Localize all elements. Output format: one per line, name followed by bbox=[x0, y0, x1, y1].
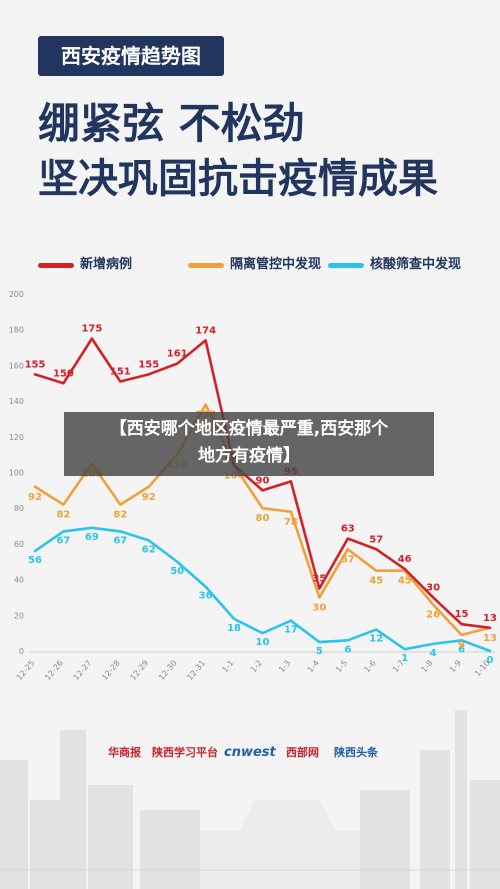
x-tick-label: 12-28 bbox=[100, 659, 122, 680]
data-label: 46 bbox=[398, 554, 412, 565]
legend-label: 核酸筛查中发现 bbox=[370, 257, 462, 272]
data-label: 69 bbox=[85, 532, 99, 543]
data-label: 9 bbox=[458, 640, 465, 651]
x-tick-label: 1-6 bbox=[362, 659, 377, 675]
data-label: 50 bbox=[170, 566, 184, 577]
legend-swatch-orange bbox=[188, 263, 224, 268]
headline-line1: 绷紧弦 不松劲 bbox=[38, 99, 305, 148]
y-tick-label: 60 bbox=[14, 540, 24, 549]
legend-label: 新增病例 bbox=[80, 257, 133, 272]
y-tick-label: 160 bbox=[9, 361, 24, 370]
data-label: 174 bbox=[195, 325, 216, 336]
x-tick-label: 12-26 bbox=[43, 659, 65, 680]
data-label: 13 bbox=[483, 613, 497, 624]
x-tick-label: 1-9 bbox=[448, 659, 463, 675]
data-label: 82 bbox=[113, 510, 127, 521]
y-tick-label: 40 bbox=[14, 576, 24, 585]
data-label: 57 bbox=[341, 554, 355, 565]
data-label: 4 bbox=[430, 648, 437, 659]
title-tag-text: 西安疫情趋势图 bbox=[61, 44, 201, 68]
x-tick-label: 1-8 bbox=[419, 659, 434, 675]
data-label: 13 bbox=[483, 633, 497, 644]
data-label: 67 bbox=[56, 535, 70, 546]
data-label: 57 bbox=[369, 534, 383, 545]
logo-shaanxi-toutiao: 陕西头条 bbox=[334, 746, 378, 759]
data-label: 17 bbox=[284, 625, 298, 636]
data-label: 80 bbox=[256, 513, 270, 524]
data-label: 10 bbox=[256, 637, 270, 648]
logo-shaanxi-study: 陕西学习平台 bbox=[152, 746, 218, 759]
x-tick-label: 12-31 bbox=[185, 659, 207, 680]
data-label: 90 bbox=[256, 475, 270, 486]
data-label: 151 bbox=[110, 366, 131, 377]
data-label: 82 bbox=[56, 510, 70, 521]
data-label: 26 bbox=[426, 610, 440, 621]
headline-line2: 坚决巩固抗击疫情成果 bbox=[38, 156, 438, 202]
data-label: 92 bbox=[142, 492, 156, 503]
x-tick-label: 12-27 bbox=[72, 659, 94, 680]
data-label: 67 bbox=[113, 535, 127, 546]
x-tick-label: 1-5 bbox=[334, 659, 349, 675]
y-tick-label: 0 bbox=[19, 647, 24, 656]
data-label: 56 bbox=[28, 555, 42, 566]
x-tick-label: 12-29 bbox=[128, 659, 150, 680]
data-label: 15 bbox=[455, 609, 469, 620]
series-line bbox=[33, 403, 492, 637]
publisher-logos: 华商报 陕西学习平台 cnwest 西部网 陕西头条 bbox=[108, 742, 408, 764]
data-label: 161 bbox=[167, 349, 188, 360]
city-skyline-illustration bbox=[0, 710, 500, 889]
data-label: 36 bbox=[199, 591, 213, 602]
y-tick-label: 120 bbox=[9, 433, 24, 442]
x-tick-label: 1-1 bbox=[220, 659, 235, 675]
y-tick-label: 80 bbox=[14, 504, 24, 513]
data-label: 45 bbox=[398, 576, 412, 587]
logo-huashang: 华商报 bbox=[108, 746, 141, 759]
chart-legend: 新增病例 隔离管控中发现 核酸筛查中发现 bbox=[38, 254, 488, 276]
data-label: 92 bbox=[28, 492, 42, 503]
series-line bbox=[33, 526, 492, 653]
data-label: 0 bbox=[487, 655, 494, 666]
data-label: 45 bbox=[369, 576, 383, 587]
data-label: 12 bbox=[369, 634, 383, 645]
series-line bbox=[33, 337, 492, 630]
overlay-line2: 地方有疫情】 bbox=[198, 446, 300, 466]
x-tick-label: 1-4 bbox=[306, 659, 321, 675]
y-tick-label: 180 bbox=[9, 326, 24, 335]
overlay-caption: 【西安哪个地区疫情最严重,西安那个 地方有疫情】 bbox=[64, 412, 434, 476]
overlay-caption-text: 【西安哪个地区疫情最严重,西安那个 地方有疫情】 bbox=[64, 416, 434, 470]
data-label: 155 bbox=[138, 359, 159, 370]
y-tick-label: 20 bbox=[14, 611, 24, 620]
data-label: 18 bbox=[227, 623, 241, 634]
legend-swatch-red bbox=[38, 263, 74, 268]
data-label: 6 bbox=[458, 644, 465, 655]
data-label: 1 bbox=[401, 653, 408, 664]
data-label: 6 bbox=[344, 644, 351, 655]
x-tick-label: 1-2 bbox=[249, 659, 264, 675]
overlay-line1: 【西安哪个地区疫情最严重,西安那个 bbox=[109, 419, 389, 439]
legend-swatch-cyan bbox=[328, 263, 364, 268]
data-label: 150 bbox=[53, 368, 74, 379]
data-label: 5 bbox=[316, 646, 323, 657]
data-label: 30 bbox=[426, 582, 440, 593]
data-label: 155 bbox=[25, 359, 46, 370]
data-label: 78 bbox=[284, 517, 298, 528]
logo-xibu: 西部网 bbox=[286, 746, 319, 759]
x-tick-label: 1-3 bbox=[277, 659, 292, 675]
title-tag: 西安疫情趋势图 bbox=[38, 36, 224, 76]
data-label: 30 bbox=[312, 602, 326, 613]
y-tick-label: 140 bbox=[9, 397, 24, 406]
y-tick-label: 100 bbox=[9, 469, 24, 478]
logo-cnwest: cnwest bbox=[224, 745, 276, 760]
data-label: 175 bbox=[81, 324, 102, 335]
data-label: 62 bbox=[142, 544, 156, 555]
x-tick-label: 12-25 bbox=[15, 659, 37, 680]
x-tick-label: 12-30 bbox=[157, 659, 179, 680]
data-label: 35 bbox=[312, 574, 326, 585]
legend-label: 隔离管控中发现 bbox=[230, 257, 322, 272]
y-tick-label: 200 bbox=[9, 290, 24, 299]
data-label: 63 bbox=[341, 524, 355, 535]
